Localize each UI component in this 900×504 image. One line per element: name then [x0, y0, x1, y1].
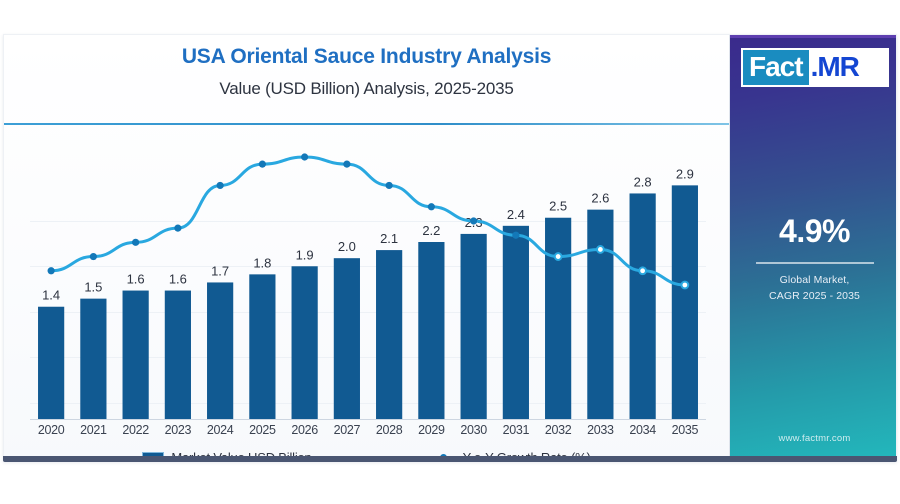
- x-axis-tick-label: 2031: [502, 423, 530, 437]
- card-bottom-bar: [3, 456, 897, 462]
- x-axis-tick-label: 2033: [587, 423, 614, 437]
- side-panel-top-accent: [730, 35, 896, 38]
- legend-label-market-value: Market Value USD Billion: [171, 450, 311, 461]
- x-axis-tick-label: 2026: [291, 423, 318, 437]
- x-axis-tick-label: 2032: [544, 423, 572, 437]
- factmr-logo[interactable]: Fact .MR: [741, 48, 889, 87]
- chart-pane: USA Oriental Sauce Industry Analysis Val…: [4, 35, 729, 461]
- svg-text:1.5: 1.5: [84, 280, 102, 295]
- x-axis-tick-label: 2024: [206, 423, 234, 437]
- side-panel: Fact .MR 4.9% Global Market, CAGR 2025 - …: [729, 35, 896, 461]
- svg-text:2.9: 2.9: [676, 166, 694, 181]
- svg-text:1.4: 1.4: [42, 288, 60, 303]
- x-axis-tick-label: 2028: [375, 423, 403, 437]
- svg-text:2.0: 2.0: [338, 239, 356, 254]
- x-axis-labels: 2020 2021 2022 2023 2024 2025 2026 2027 2028 2029…: [30, 423, 706, 445]
- plot-area: 1.41.51.61.61.71.81.92.02.12.22.32.42.52…: [30, 135, 706, 420]
- svg-text:1.9: 1.9: [296, 247, 314, 262]
- x-axis-tick-label: 2023: [164, 423, 192, 437]
- website-url: www.factmr.com: [778, 433, 851, 444]
- cagr-caption: Global Market, CAGR 2025 - 2035: [769, 274, 860, 302]
- chart-svg: 1.41.51.61.61.71.81.92.02.12.22.32.42.52…: [30, 153, 706, 420]
- cagr-divider: [756, 262, 874, 264]
- logo-text-mr: .MR: [808, 50, 864, 85]
- svg-text:2.4: 2.4: [507, 207, 525, 222]
- svg-text:2.6: 2.6: [591, 191, 609, 206]
- x-axis-tick-label: 2025: [249, 423, 276, 437]
- logo-text-fact: Fact: [743, 50, 809, 85]
- chart-card: USA Oriental Sauce Industry Analysis Val…: [3, 34, 897, 462]
- svg-text:2.5: 2.5: [549, 199, 567, 214]
- svg-text:1.6: 1.6: [169, 272, 187, 287]
- legend-label-growth-rate: Y-o-Y Growth Rate (%): [463, 450, 591, 461]
- x-axis-tick-label: 2034: [629, 423, 656, 437]
- x-axis-tick-label: 2021: [80, 423, 107, 437]
- header-divider: [4, 123, 729, 125]
- x-axis-tick-label: 2027: [333, 423, 361, 437]
- x-axis-tick-label: 2020: [37, 423, 65, 437]
- svg-text:1.8: 1.8: [253, 255, 271, 270]
- cagr-value: 4.9%: [779, 213, 850, 249]
- svg-text:2.2: 2.2: [422, 223, 440, 238]
- page-subtitle: Value (USD Billion) Analysis, 2025-2035: [219, 79, 514, 98]
- svg-text:2.8: 2.8: [634, 174, 652, 189]
- page-title: USA Oriental Sauce Industry Analysis: [181, 45, 552, 68]
- svg-text:2.1: 2.1: [380, 231, 398, 246]
- svg-text:1.6: 1.6: [127, 272, 145, 287]
- svg-text:1.7: 1.7: [211, 263, 229, 278]
- x-axis-tick-label: 2022: [122, 423, 149, 437]
- x-axis-tick-label: 2035: [671, 423, 699, 437]
- chart-header: USA Oriental Sauce Industry Analysis Val…: [4, 45, 729, 99]
- x-axis-tick-label: 2030: [460, 423, 487, 437]
- x-axis-tick-label: 2029: [418, 423, 445, 437]
